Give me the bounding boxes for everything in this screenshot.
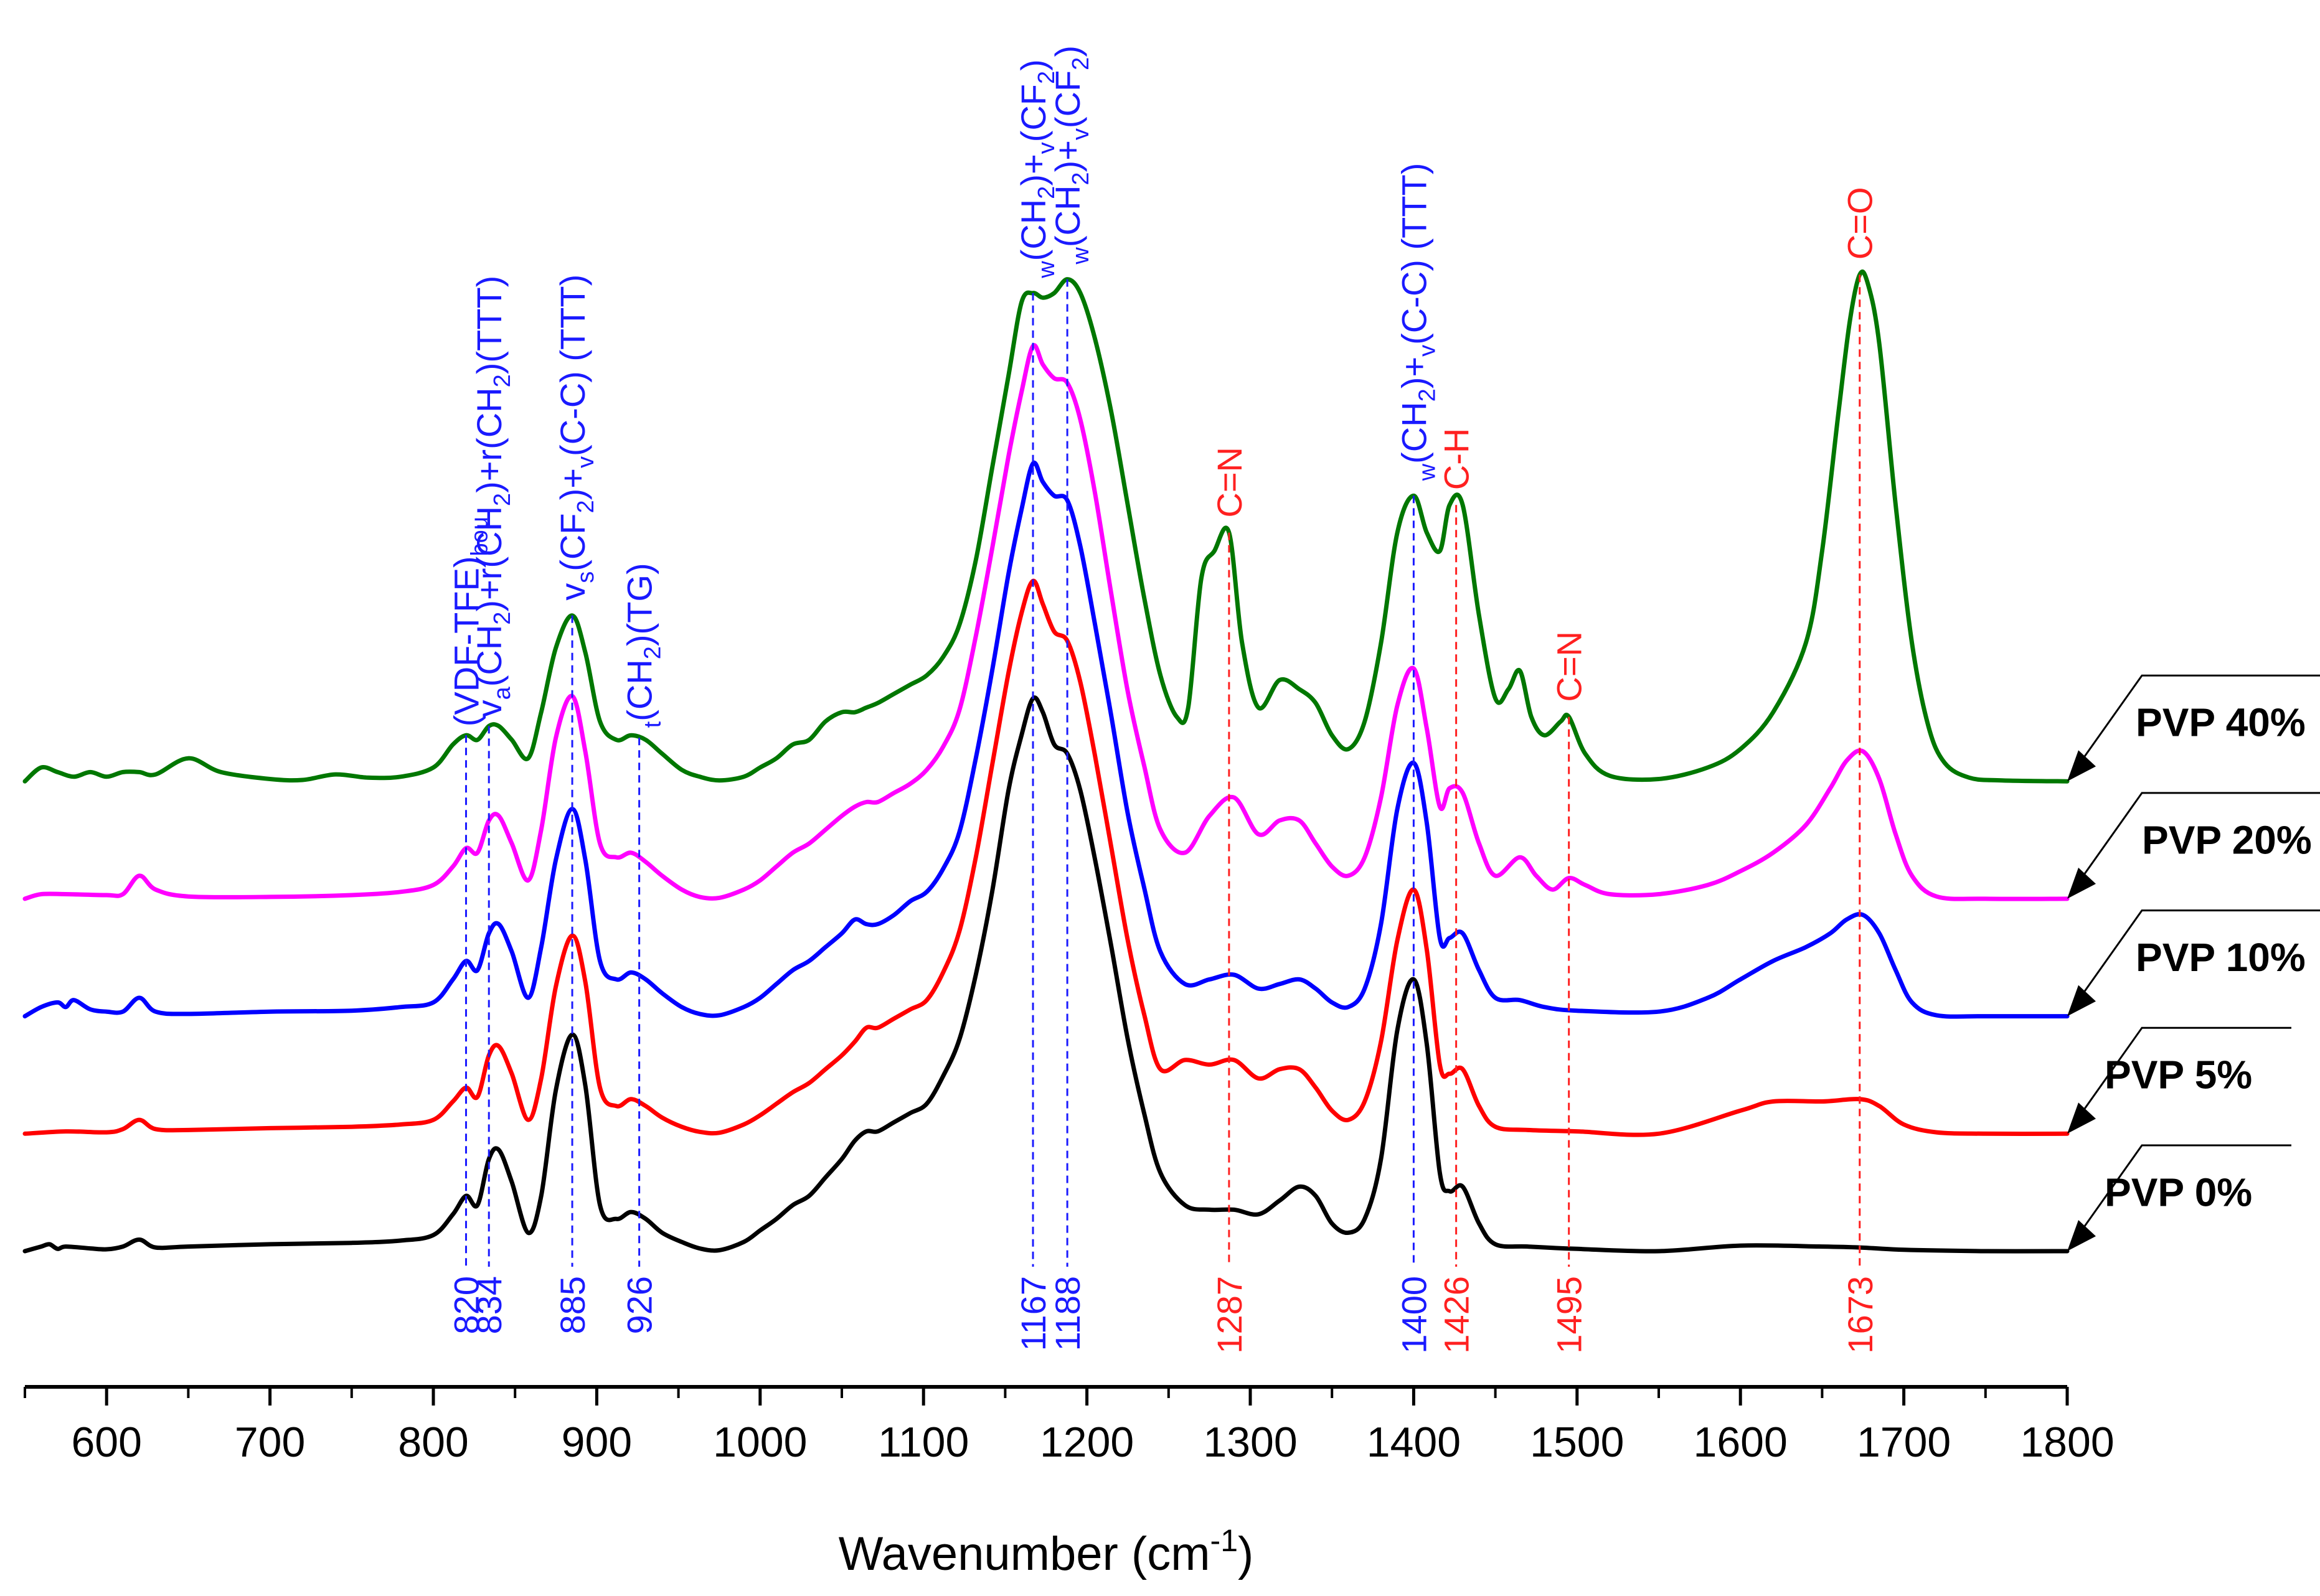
annotation-t-ch2-tg: t(CH2)(TG) — [620, 563, 666, 728]
legend-arrowhead-2 — [2067, 985, 2096, 1016]
peak-label-1400: 1400 — [1394, 1276, 1433, 1354]
peak-label-1188: 1188 — [1048, 1276, 1087, 1351]
tick-label-1000: 1000 — [713, 1419, 807, 1466]
tick-label-900: 900 — [562, 1419, 632, 1466]
legend-label-4: PVP 40% — [2136, 700, 2306, 745]
legend-label-2: PVP 10% — [2136, 935, 2306, 980]
annotation-c-n-1287: C=N — [1210, 447, 1249, 518]
x-axis-title-superscript: -1 — [1210, 1523, 1238, 1558]
peak-guide-lines — [466, 275, 1859, 1267]
legend-arrowhead-3 — [2067, 868, 2096, 899]
spectra-traces — [25, 272, 2067, 1252]
trace-pvp-4 — [25, 272, 2067, 782]
tick-label-1700: 1700 — [1857, 1419, 1951, 1466]
tick-label-700: 700 — [235, 1419, 305, 1466]
tick-label-1400: 1400 — [1367, 1419, 1461, 1466]
x-axis: 600 700 800 900 1000 1100 1200 1300 1400 1500 1600… — [25, 1387, 2115, 1580]
legend-label-3: PVP 20% — [2142, 817, 2312, 862]
tick-label-1600: 1600 — [1694, 1419, 1788, 1466]
ftir-spectra-chart: (VDF-TFE)bouva(CH2)+r(CH2)+r(CH2)(TTT)vs… — [0, 0, 2320, 1596]
tick-label-1300: 1300 — [1203, 1419, 1297, 1466]
peak-label-1495: 1495 — [1550, 1276, 1589, 1354]
trace-pvp-3 — [25, 345, 2067, 899]
legend-arrowhead-4 — [2067, 750, 2096, 781]
legend: PVP 40% PVP 20% PVP 10% PVP 5% PVP 0% — [2067, 675, 2320, 1251]
peak-label-885: 885 — [553, 1276, 592, 1334]
peak-annotations: (VDF-TFE)bouva(CH2)+r(CH2)+r(CH2)(TTT)vs… — [446, 45, 1879, 728]
peak-label-926: 926 — [620, 1276, 659, 1334]
trace-pvp-1 — [25, 581, 2067, 1135]
x-axis-title: Wavenumber (cm-1) — [839, 1523, 1254, 1580]
legend-arrowhead-0 — [2067, 1220, 2096, 1251]
annotation-vs-cf2-ttt: vs(CF2)+v(C-C) (TTT) — [553, 275, 599, 601]
tick-label-600: 600 — [71, 1419, 141, 1466]
annotation-va-ch2-ttt: va(CH2)+r(CH2)+r(CH2)(TTT) — [469, 276, 516, 718]
annotation-c-h-1426: C-H — [1437, 428, 1476, 491]
tick-label-1100: 1100 — [878, 1419, 969, 1466]
x-axis-title-end: ) — [1238, 1528, 1253, 1580]
tick-label-1200: 1200 — [1040, 1419, 1134, 1466]
peak-label-834: 834 — [469, 1276, 509, 1334]
legend-label-0: PVP 0% — [2105, 1170, 2252, 1214]
annotation-c-n-1495: C=N — [1550, 631, 1589, 702]
tick-label-1800: 1800 — [2020, 1419, 2114, 1466]
legend-arrowhead-1 — [2067, 1102, 2096, 1134]
x-axis-ticks: 600 700 800 900 1000 1100 1200 1300 1400 1500 1600… — [25, 1387, 2115, 1466]
trace-pvp-2 — [25, 462, 2067, 1016]
tick-label-1500: 1500 — [1530, 1419, 1624, 1466]
peak-label-1167: 1167 — [1014, 1276, 1053, 1351]
trace-pvp-0 — [25, 698, 2067, 1252]
peak-label-1426: 1426 — [1437, 1276, 1476, 1354]
annotation-c-o-1673: C=O — [1841, 187, 1880, 260]
tick-label-800: 800 — [398, 1419, 468, 1466]
peak-label-1673: 1673 — [1841, 1276, 1880, 1354]
annotation-w-ch2-cf2-1188: w(CH2)+v(CF2) — [1048, 45, 1094, 265]
legend-label-1: PVP 5% — [2105, 1053, 2252, 1097]
peak-label-1287: 1287 — [1210, 1276, 1249, 1354]
x-axis-title-main: Wavenumber (cm — [839, 1528, 1210, 1580]
annotation-w-ch2-cc-ttt: w(CH2)+v(C-C) (TTT) — [1394, 163, 1440, 482]
